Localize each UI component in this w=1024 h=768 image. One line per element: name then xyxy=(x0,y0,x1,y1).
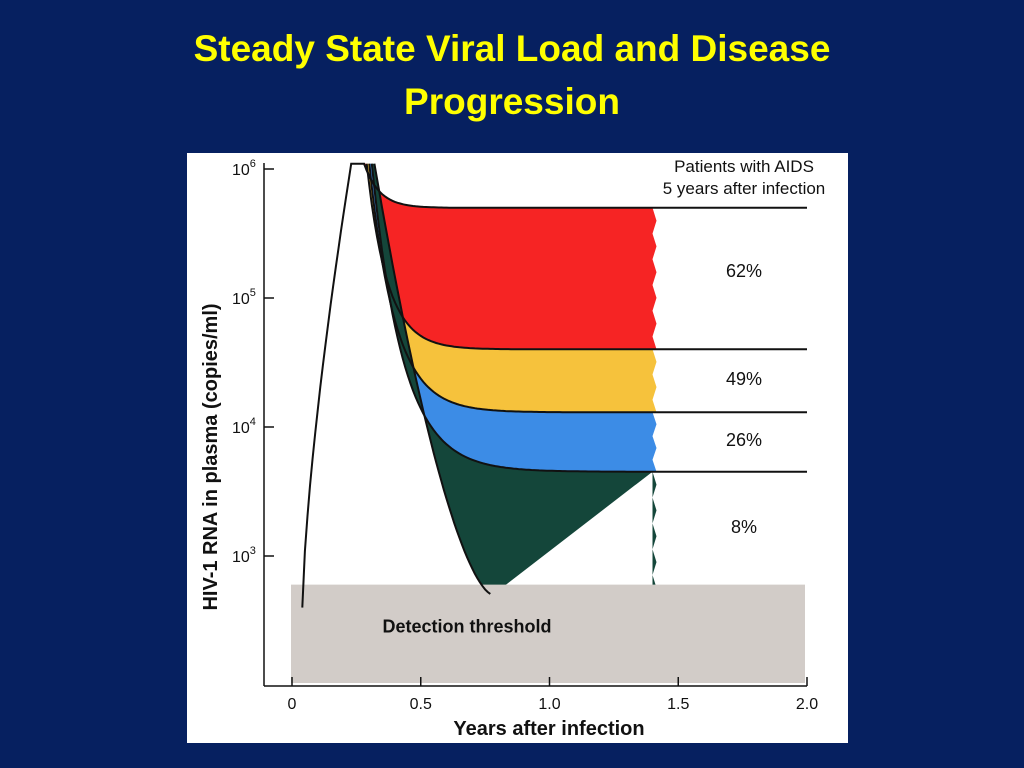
slide-title-line-1: Steady State Viral Load and Disease xyxy=(193,28,831,69)
label-8: 8% xyxy=(731,517,757,537)
y-tick-exponent: 4 xyxy=(250,416,256,428)
slide-title: Steady State Viral Load and Disease Prog… xyxy=(0,22,1024,128)
y-tick-label: 105 xyxy=(232,287,256,308)
line-62 xyxy=(363,163,807,209)
labels-group: 62% 49% 26% 8% xyxy=(726,261,762,537)
y-tick-label: 103 xyxy=(232,545,256,566)
y-tick-base: 10 xyxy=(232,549,250,566)
peak-curve xyxy=(301,162,371,608)
x-tick-label: 1.5 xyxy=(667,696,689,713)
y-tick-label: 104 xyxy=(232,416,256,437)
band-blue xyxy=(369,163,657,472)
label-49: 49% xyxy=(726,369,762,389)
y-tick-exponent: 5 xyxy=(250,287,256,299)
lines-group xyxy=(301,162,807,608)
y-tick-base: 10 xyxy=(232,420,250,437)
band-red xyxy=(364,163,657,350)
threshold-group: Detection threshold xyxy=(291,584,805,683)
y-tick-base: 10 xyxy=(232,291,250,308)
line-49 xyxy=(365,163,807,351)
bottom-curve xyxy=(373,163,491,595)
line-8 xyxy=(370,163,807,473)
label-62: 62% xyxy=(726,261,762,281)
threshold-label: Detection threshold xyxy=(382,617,551,637)
bands-group xyxy=(364,163,657,601)
y-tick-exponent: 6 xyxy=(250,158,256,170)
x-tick-label: 2.0 xyxy=(796,696,818,713)
y-tick-label: 106 xyxy=(232,158,256,179)
chart-panel: Detection threshold 103 104 105 106 0 0.5 1.0 1… xyxy=(187,153,848,743)
label-26: 26% xyxy=(726,430,762,450)
line-26 xyxy=(368,163,807,414)
legend-header-line-1: Patients with AIDS xyxy=(674,157,814,176)
x-axis-title: Years after infection xyxy=(453,718,644,740)
slide-title-line-2: Progression xyxy=(404,81,620,122)
threshold-box xyxy=(291,584,805,683)
x-tick-label: 0.5 xyxy=(410,696,432,713)
band-green xyxy=(371,163,657,601)
legend-header-line-2: 5 years after infection xyxy=(663,179,826,198)
y-tick-base: 10 xyxy=(232,162,250,179)
y-tick-exponent: 3 xyxy=(250,545,256,557)
x-tick-label: 1.0 xyxy=(538,696,560,713)
x-tick-label: 0 xyxy=(288,696,297,713)
y-axis-title: HIV-1 RNA in plasma (copies/ml) xyxy=(200,303,222,610)
